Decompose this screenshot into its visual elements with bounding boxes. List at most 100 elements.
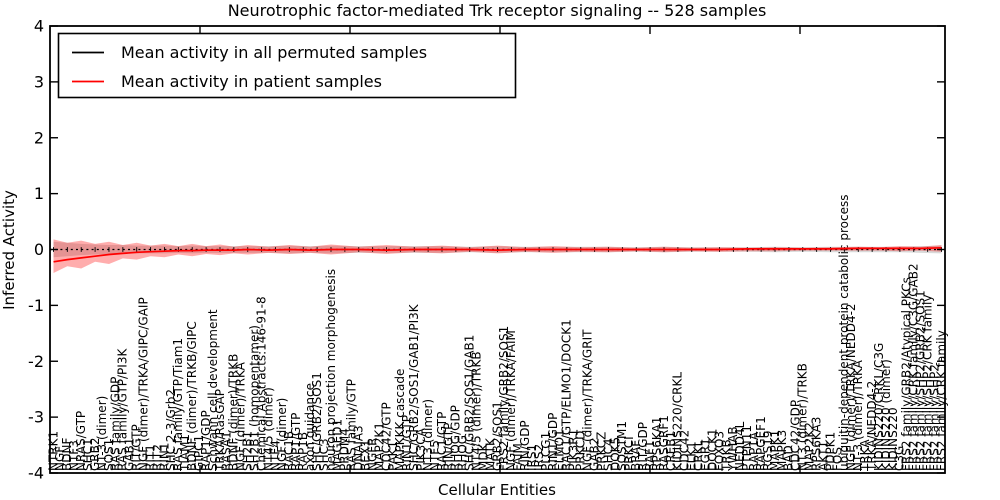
x-tick-label: RAP1A [747,431,761,471]
x-tick-label: PRKCI [622,436,636,471]
x-tick-label: SHC1 [81,438,95,471]
x-tick-label: BEX1 [358,439,372,471]
x-tick-label: SHC3 [317,438,331,471]
x-tick-label: RIN/GDP [518,420,532,471]
x-tick-label: SQSTM1 [615,421,629,471]
y-tick-label: 4 [34,17,44,36]
x-tick-label: AKT1 [816,441,830,471]
x-tick-label: EGR1 [698,438,712,471]
x-tick-label: FOS [830,447,844,471]
x-tick-label: PRKCZ [594,432,608,471]
x-tick-label: SH2B1 [241,431,255,471]
x-tick-label: GAB2 [587,438,601,471]
x-tick-label: C3G [893,446,907,471]
x-tick-label: RAPGEF1 [754,416,768,471]
x-tick-label: BDNF (dimer)/TRKB [227,354,241,471]
x-tick-label: NTF5 [428,440,442,471]
x-tick-label: KIDINS220 [886,407,900,471]
x-tick-label: RPS6KA1 [650,417,664,471]
x-tick-label: PIK3CA [414,427,428,471]
x-tick-label: NT3 (dimer)/TRKB [796,363,810,471]
x-tick-label: SHC/GRB2/SOS1/GAB1/PI3K [407,303,421,471]
x-tick-label: GRB2/SOS1 [490,401,504,471]
x-tick-label: RIT1 [143,444,157,471]
x-tick-label: neuron projection morphogenesis [324,269,338,471]
x-tick-label: SHC/GRB2/SOS1/GAB1 [463,335,477,471]
x-axis-label: Cellular Entities [438,481,556,499]
x-tick-label: CREB1 [664,431,678,471]
y-tick-label: -1 [28,296,44,315]
x-tick-label: NT4/5 (dimer)/TRKB [469,351,483,471]
x-tick-label: MAPK1 [768,430,782,471]
x-tick-label: MAPK3 [775,430,789,471]
x-tick-label: GIPC1 [192,435,206,471]
x-tick-label: BAD [782,445,796,471]
x-tick-label: RAP1/GDP [199,410,213,471]
y-tick-label: 0 [34,240,44,259]
x-tick-label: PRDM4 [338,428,352,471]
x-tick-label: ubiquitin-dependent protein catabolic pr… [837,195,851,471]
x-tick-label: MAP2K2 [803,422,817,471]
legend-box [57,32,517,99]
patient-band [53,239,942,273]
x-tick-label: KIDINS220/CRKL [671,372,685,471]
x-tick-label: PAK1 [386,441,400,471]
x-tick-label: CDC42/GTP [379,402,393,471]
x-tick-label: FAIM [511,443,525,471]
x-tick-label: DNAJA3 [352,425,366,471]
x-tick-label: FRS2 family/SHP2 [927,364,941,471]
x-tick-label: SHC 2-3/Grb2 [164,389,178,471]
x-tick-label: FRS2 family/CRK family/C3G/GAB2 [907,263,921,471]
x-tick-label: KIDINS220/CRKL/C3G [872,343,886,471]
x-tick-label: NT-3 (dimer)/TRKA [851,359,865,471]
x-tick-label: SHC4 [601,438,615,471]
x-tick-label: axon guidance [303,383,317,471]
x-tick-label: DOCK1 [705,428,719,471]
x-tick-label: NGFR [365,437,379,471]
x-tick-label: IRS2 [532,444,546,471]
x-tick-label: GRB2 [88,437,102,471]
x-tick-label: SHC/GRB2/SOS1 [310,372,324,471]
x-tick-label: PDPK1 [823,432,837,471]
x-tick-label: RIT2 [150,444,164,471]
x-tick-label: RAS family/GTP/PI3K [116,348,130,471]
x-tick-label: GAB1 [123,438,137,471]
x-tick-label: NGF (dimer)/TRKA/GRIT [580,329,594,471]
legend: Mean activity in all permuted samples Me… [57,32,517,99]
x-tick-label: KIDINS220 (dimer) [879,359,893,471]
x-tick-label: BDNF [60,438,74,471]
x-tick-label: NT3 (dimer) [421,399,435,471]
x-tick-label: RHOG [456,435,470,471]
x-tick-label: PRKCD [574,431,588,471]
series-lines [50,246,945,263]
x-tick-label: NGF [53,446,67,471]
y-tick-label: -4 [28,464,44,483]
x-tick-label: MDK [476,442,490,471]
x-tick-label: RAF1 [643,440,657,471]
x-tick-label: RIN1/GTP [400,415,414,471]
x-tick-label: BRAF [629,440,643,471]
axes-frame: 4 3 2 1 0 -1 -2 -3 -4 [28,17,946,483]
x-tick-label: RPS6KA3 [809,417,823,471]
x-tick-label: PTPN11 [740,425,754,471]
x-tick-label: RAS family/GDP [109,377,123,471]
x-tick-label: FRS2 family/GRB2/SOS1 [497,326,511,471]
x-tick-label: PLCG1 [539,432,553,471]
x-tick-label: NT4/5 (dimer) [261,387,275,471]
x-tick-label: NGF (dimer)/TRKA/NEDD4-2 [844,303,858,471]
x-tick-label: NGF (dimer)/TRKA/FAIM [504,330,518,471]
x-tick-label: RASGRF1 [657,415,671,471]
x-tick-label: MAP2K1 [372,422,386,471]
x-tick-label: DOK5 [608,437,622,471]
x-tick-label: NRAS/GTP [74,411,88,471]
x-tick-label: RAP1B [296,432,310,471]
x-tick-label: TRKA [858,439,872,472]
x-tick-label: RAC1/GTP [435,412,449,471]
x-tick-label: RIT/GTP [130,424,144,471]
x-tick-label: SH2B1 (homopentamer) [247,325,261,471]
x-tick-label: IRS1 [525,444,539,471]
patient-mean-line [53,246,942,263]
x-tick-label: TRKA/NEDD4-2 [865,381,879,472]
